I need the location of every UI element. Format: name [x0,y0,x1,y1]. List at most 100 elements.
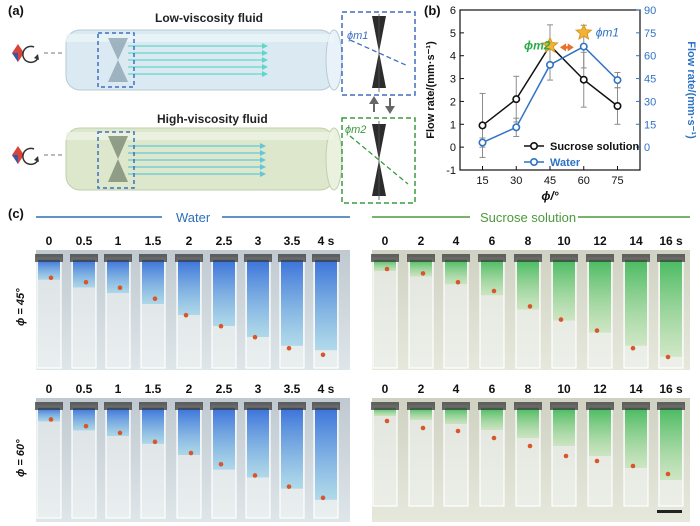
sucrose-time-label: 0 [381,382,389,396]
low-viscosity-title: Low-viscosity fluid [155,11,264,25]
y-right-tick-label: 90 [644,5,656,17]
water-tube-45 [312,254,340,369]
y-right-tick-label: 15 [644,119,656,131]
water-tube-45 [35,254,63,369]
water-tube-45 [278,254,306,369]
x-tick-label: 15 [476,175,488,187]
y-right-tick-label: 75 [644,28,656,40]
sucrose-tube-45 [514,254,542,369]
y-left-tick-label: 4 [450,51,456,63]
sucrose-time-label: 16 s [659,234,683,248]
sucrose-time-label: 14 [629,382,643,396]
x-axis-label: ϕ/° [541,189,558,203]
y-left-tick-label: 1 [450,119,456,131]
sucrose-time-label: 2 [417,382,425,396]
x-tick-label: 30 [510,175,522,187]
water-time-label: 1.5 [144,234,162,248]
panel-label-a: (a) [8,3,24,18]
sucrose-tube-60 [622,402,650,507]
water-time-label: 3 [254,234,262,248]
water-tube-45 [175,254,203,369]
water-time-label: 2.5 [215,234,233,248]
water-time-label: 3.5 [283,234,301,248]
water-tube-60 [175,402,203,519]
sucrose-time-label: 14 [629,234,643,248]
sucrose-time-label: 10 [557,234,571,248]
sucrose-tube-60 [407,402,435,507]
sucrose-time-label: 12 [593,234,607,248]
y-left-tick-label: 3 [450,74,456,86]
data-point [512,123,521,132]
sucrose-tube-60 [371,402,399,507]
y-left-tick-label: 2 [450,96,456,108]
panel-label-b: (b) [424,3,441,18]
exchange-arrows [369,96,395,114]
sucrose-tube-45 [586,254,614,369]
sucrose-tube-45 [478,254,506,369]
sucrose-time-label: 16 s [659,382,683,396]
sucrose-time-label: 12 [593,382,607,396]
phi-m2-label: ϕm2 [345,124,367,136]
annotation-phi-m1: ϕm1 [596,26,619,40]
water-tube-60 [70,402,98,519]
y-right-tick-label: 0 [644,142,650,154]
sucrose-tube-45 [622,254,650,369]
water-time-label: 1 [114,234,122,248]
water-time-label: 3.5 [283,382,301,396]
water-tube-60 [244,402,272,519]
water-time-label: 0.5 [75,382,93,396]
water-tube-45 [70,254,98,369]
water-time-label: 3 [254,382,262,396]
y-left-tick-label: 0 [450,142,456,154]
sucrose-time-label: 8 [524,382,532,396]
water-time-label: 4 s [317,382,335,396]
y-right-axis-label: Flow rate/(mm·s⁻¹) [685,41,697,139]
water-tube-60 [278,402,306,519]
arrow-head [560,43,566,52]
legend-label: Sucrose solution [550,141,640,153]
water-time-label: 2.5 [215,382,233,396]
sucrose-time-label: 0 [381,234,389,248]
water-tube-45 [139,254,167,369]
data-point [478,121,487,130]
x-tick-label: 45 [544,175,556,187]
water-tube-60 [35,402,63,519]
rotation-icon-top [12,44,62,64]
sucrose-tube-60 [514,402,542,507]
y-left-axis-label: Flow rate/(mm·s⁻¹) [425,41,437,139]
sucrose-tube-45 [442,254,470,369]
water-time-label: 0 [45,234,53,248]
sucrose-section-title: Sucrose solution [480,210,577,225]
scale-bar [657,510,682,513]
sucrose-time-label: 6 [488,382,496,396]
water-section-title: Water [176,210,211,225]
data-point [579,42,588,51]
water-time-label: 0.5 [75,234,93,248]
legend-marker [530,142,539,151]
phi-m2-zoom-box [341,117,416,204]
annotation-phi-m2: ϕm2 [524,38,551,52]
y-left-tick-label: 5 [450,28,456,40]
y-right-tick-label: 60 [644,51,656,63]
phi-m1-zoom-box [341,11,416,96]
rotation-icon-bottom [12,146,62,166]
water-tube-60 [104,402,132,519]
arrow-head [567,43,574,52]
sucrose-time-label: 10 [557,382,571,396]
data-point [613,102,622,111]
water-time-label: 2 [185,382,193,396]
water-tube-60 [210,402,238,519]
phi-m2-star [541,36,559,53]
water-tube-45 [210,254,238,369]
water-tube-45 [244,254,272,369]
sucrose-tube-60 [586,402,614,507]
y-right-tick-label: 45 [644,74,656,86]
legend-label: Water [550,157,581,169]
data-point [546,60,555,69]
phi-m1-star [574,23,593,41]
data-point [613,76,622,85]
sucrose-tube-60 [478,402,506,507]
data-point [478,138,487,147]
